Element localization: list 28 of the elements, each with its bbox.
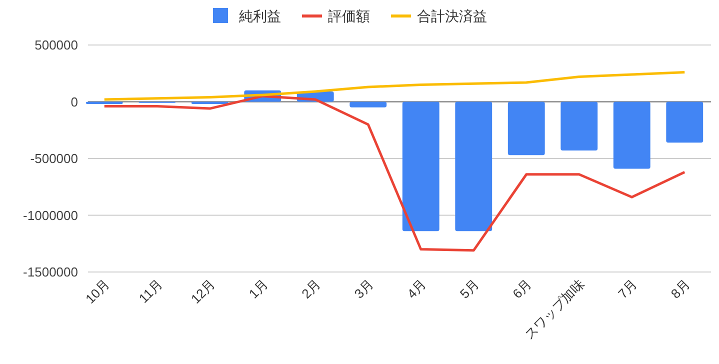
y-tick-label: 0 <box>70 94 78 110</box>
y-tick-label: -500000 <box>30 151 78 166</box>
x-tick-label: 7月 <box>615 276 640 302</box>
y-tick-label: 500000 <box>34 38 78 53</box>
x-tick-label: 4月 <box>404 276 429 302</box>
y-tick-label: -1000000 <box>23 208 78 223</box>
x-tick-label: 10月 <box>82 276 112 307</box>
legend-label: 評価額 <box>328 8 370 24</box>
x-tick-label: 11月 <box>136 276 166 306</box>
line-series <box>103 70 686 101</box>
bar <box>402 102 440 232</box>
bar <box>455 102 492 232</box>
bar <box>350 102 387 108</box>
x-tick-label: 5月 <box>456 276 482 302</box>
bar <box>508 102 545 156</box>
x-tick-label: 1月 <box>246 276 271 302</box>
line-series <box>103 94 686 252</box>
x-tick-label: 2月 <box>298 276 324 302</box>
y-tick-label: -1500000 <box>23 264 78 280</box>
bar <box>666 102 704 143</box>
legend-label: 合計決済益 <box>417 8 487 24</box>
bar <box>613 102 650 169</box>
bar <box>560 102 598 151</box>
x-tick-label: 3月 <box>351 276 376 302</box>
x-tick-label: 6月 <box>510 276 534 302</box>
legend-label: 純利益 <box>239 8 281 24</box>
x-tick-label: 8月 <box>668 276 693 302</box>
x-tick-label: 12月 <box>188 276 218 307</box>
